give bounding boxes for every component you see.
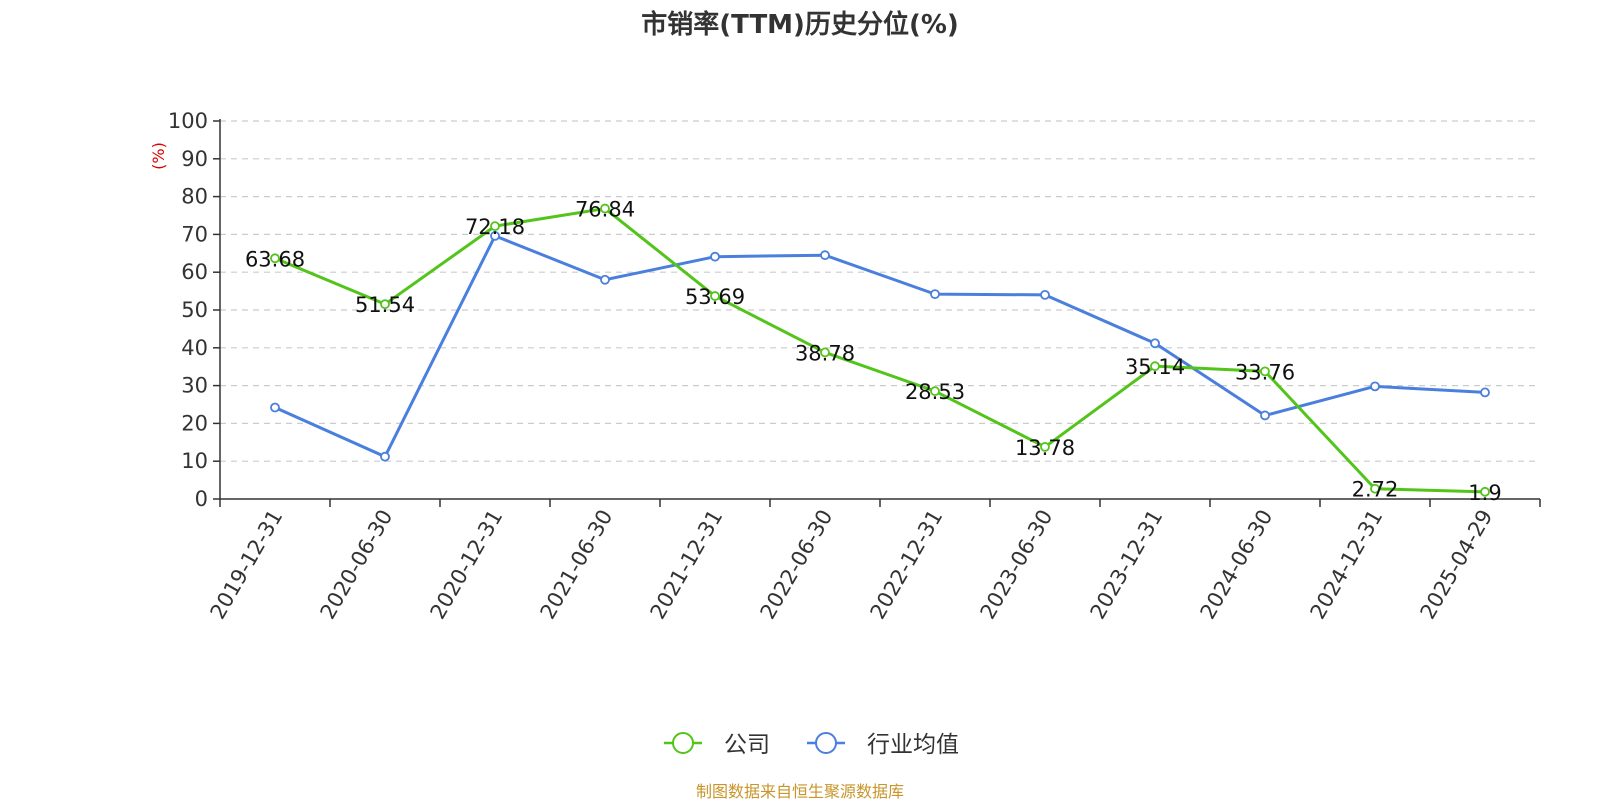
- company-point: [1150, 361, 1160, 372]
- industry-point: [1260, 410, 1270, 421]
- industry-point: [1480, 387, 1490, 398]
- legend[interactable]: 公司 行业均值: [664, 732, 959, 758]
- industry-point: [600, 274, 610, 285]
- y-axis-unit: (%): [149, 142, 168, 170]
- x-tick-label: 2022-06-30: [756, 506, 838, 624]
- x-tick-label: 2021-06-30: [536, 506, 618, 624]
- company-data-label: 33.76: [1235, 360, 1295, 384]
- company-point: [1040, 442, 1050, 452]
- company-data-label: 72.18: [465, 215, 525, 239]
- y-tick-label: 90: [181, 147, 208, 171]
- y-axis: 0 10 20 30 40 50 60 70 80 90 100(%): [149, 109, 221, 511]
- chart-title: 市销率(TTM)历史分位(%): [641, 10, 959, 40]
- legend-company-marker: [672, 732, 694, 754]
- industry-point: [1150, 338, 1160, 349]
- company-data-label: 13.78: [1015, 436, 1075, 460]
- company-data-label: 53.69: [685, 285, 745, 309]
- y-tick-label: 0: [195, 487, 208, 511]
- company-data-label: 76.84: [575, 198, 635, 222]
- data-source-note: 制图数据来自恒生聚源数据库: [695, 782, 904, 801]
- x-tick-label: 2024-06-30: [1196, 506, 1278, 624]
- industry-point: [270, 402, 280, 413]
- company-data-label: 38.78: [795, 341, 855, 365]
- y-tick-label: 10: [181, 449, 208, 473]
- x-tick-label: 2023-06-30: [976, 506, 1058, 624]
- x-tick-label: 2023-12-31: [1086, 506, 1168, 624]
- industry-point: [820, 250, 830, 261]
- company-point: [1370, 483, 1380, 494]
- x-tick-label: 2019-12-31: [206, 506, 288, 624]
- company-point: [710, 291, 720, 301]
- legend-industry-marker: [815, 732, 837, 754]
- company-point: [1260, 366, 1270, 377]
- company-point: [1480, 486, 1490, 497]
- industry-point: [490, 231, 500, 241]
- series-layer: [270, 203, 1490, 497]
- y-tick-label: 100: [168, 109, 208, 133]
- industry-point: [1370, 381, 1380, 392]
- company-point: [600, 203, 610, 214]
- grid-lines: [220, 120, 1540, 462]
- y-tick-label: 60: [181, 260, 208, 284]
- x-axis: 2019-12-31 2020-06-30 2020-12-31 2021-06-30…: [206, 498, 1541, 624]
- industry-point: [380, 451, 390, 462]
- y-tick-label: 30: [181, 374, 208, 398]
- y-tick-label: 80: [181, 185, 208, 209]
- company-point: [930, 386, 940, 397]
- x-tick-label: 2025-04-29: [1416, 506, 1498, 624]
- y-tick-label: 70: [181, 222, 208, 246]
- company-point: [270, 253, 280, 264]
- x-tick-label: 2020-06-30: [316, 506, 398, 624]
- company-data-label: 28.53: [905, 380, 965, 404]
- x-tick-label: 2021-12-31: [646, 506, 728, 624]
- company-data-label: 51.54: [355, 293, 415, 317]
- company-point: [820, 347, 830, 358]
- industry-point: [1040, 289, 1050, 300]
- y-tick-label: 40: [181, 336, 208, 360]
- y-tick-label: 20: [181, 411, 208, 435]
- industry-point: [710, 251, 720, 262]
- legend-industry-label: 行业均值: [867, 732, 959, 758]
- data-labels: 63.68 51.54 72.18 76.84 53.69 38.78 28.53 13.78…: [245, 198, 1502, 505]
- industry-line: [274, 234, 1486, 459]
- company-point: [490, 221, 500, 232]
- legend-company-label: 公司: [724, 732, 770, 758]
- x-tick-label: 2022-12-31: [866, 506, 948, 624]
- company-data-label: 1.9: [1468, 481, 1501, 505]
- company-data-label: 63.68: [245, 247, 305, 271]
- industry-point: [930, 289, 940, 300]
- x-tick-label: 2024-12-31: [1306, 506, 1388, 624]
- company-data-label: 35.14: [1125, 355, 1185, 379]
- y-tick-label: 50: [181, 298, 208, 322]
- company-line: [274, 207, 1486, 494]
- company-point: [380, 299, 390, 310]
- x-tick-label: 2020-12-31: [426, 506, 508, 624]
- company-data-label: 2.72: [1352, 478, 1399, 502]
